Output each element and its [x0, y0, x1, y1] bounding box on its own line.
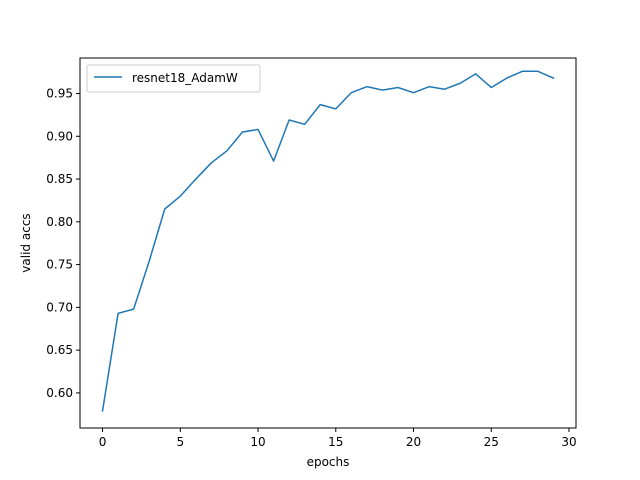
x-axis-label: epochs: [307, 455, 350, 469]
plot-area: [79, 57, 577, 429]
x-tick-label-15: 15: [328, 435, 343, 449]
x-tick-label-30: 30: [561, 435, 576, 449]
x-tick-label-20: 20: [406, 435, 421, 449]
legend-box: [86, 64, 261, 93]
y-tick-label-6: 0.90: [46, 129, 73, 143]
x-axis-ticks: 0 5 10 15 20 25 30: [99, 428, 577, 449]
series-layer: [101, 70, 555, 412]
x-tick-label-10: 10: [250, 435, 265, 449]
x-tick-label-5: 5: [176, 435, 184, 449]
series-line-0: [101, 70, 555, 412]
legend: resnet18_AdamW: [86, 64, 261, 93]
y-axis-label: valid accs: [19, 213, 33, 272]
axes-frame: [79, 57, 577, 429]
y-tick-label-5: 0.85: [46, 172, 73, 186]
x-tick-label-0: 0: [99, 435, 107, 449]
y-tick-label-0: 0.60: [46, 386, 73, 400]
y-tick-label-4: 0.80: [46, 215, 73, 229]
y-tick-label-7: 0.95: [46, 87, 73, 101]
x-tick-label-25: 25: [484, 435, 499, 449]
y-tick-label-3: 0.75: [46, 258, 73, 272]
y-tick-label-2: 0.70: [46, 300, 73, 314]
y-tick-label-1: 0.65: [46, 343, 73, 357]
y-axis-ticks: 0.60 0.65 0.70 0.75 0.80 0.85 0.90 0.95: [46, 87, 80, 400]
legend-label-resnet18-adamw: resnet18_AdamW: [132, 71, 238, 85]
